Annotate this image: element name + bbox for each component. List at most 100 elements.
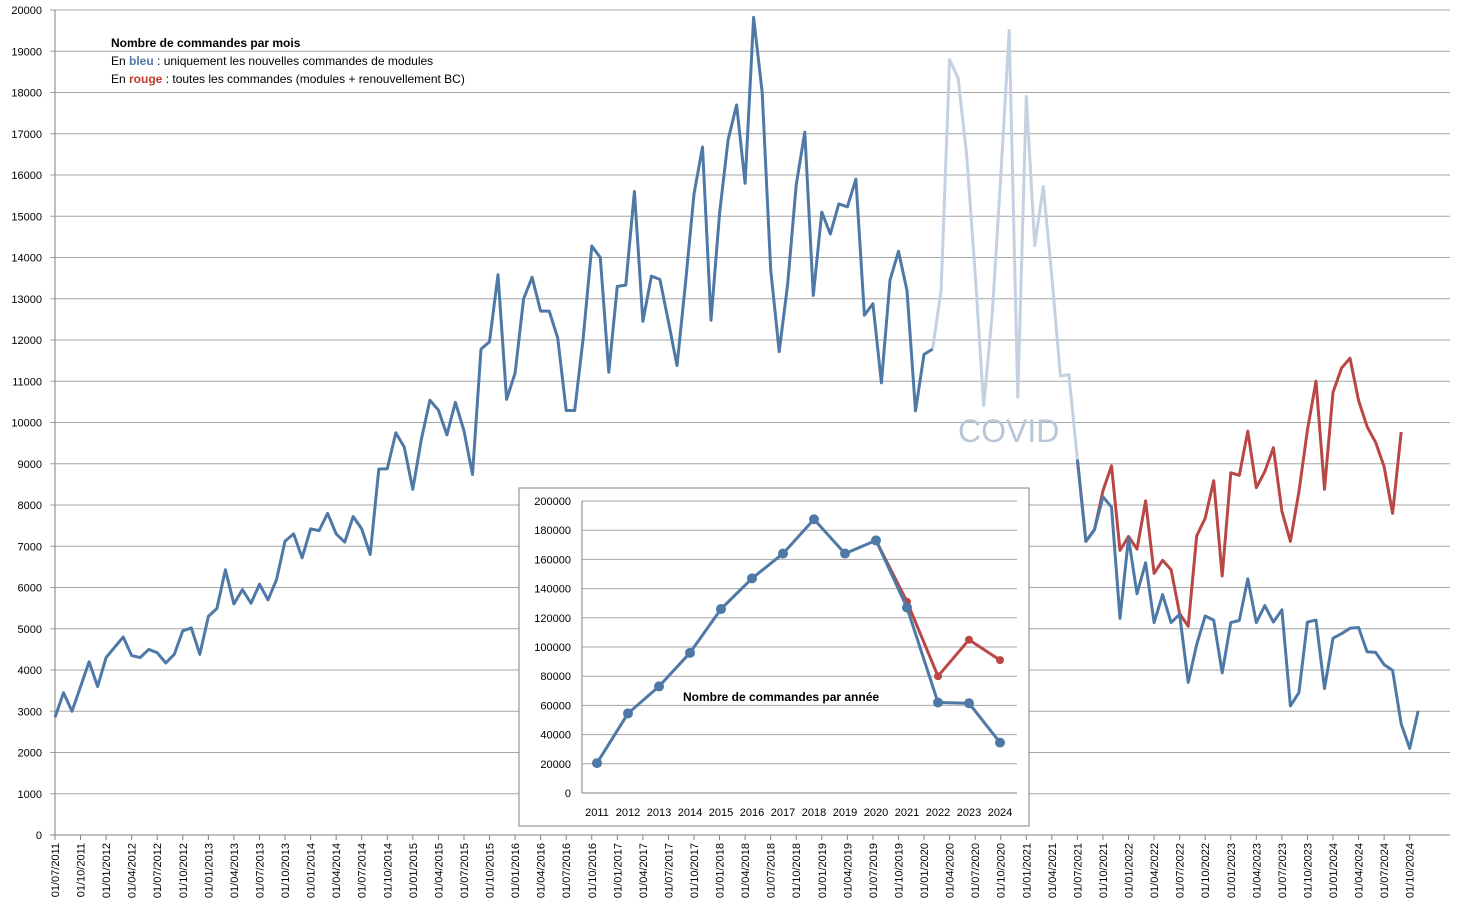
- main-y-tick-label: 1000: [18, 789, 42, 801]
- inset-rouge-point: [934, 672, 942, 681]
- inset-x-tick-label: 2013: [647, 807, 671, 819]
- inset-y-tick-label: 200000: [534, 496, 571, 508]
- inset-x-tick-label: 2016: [740, 807, 764, 819]
- main-x-tick-label: 01/01/2018: [715, 843, 727, 898]
- main-x-tick-label: 01/01/2015: [408, 843, 420, 898]
- main-x-tick-label: 01/10/2022: [1200, 843, 1212, 898]
- main-y-tick-label: 9000: [18, 459, 42, 471]
- main-x-tick-label: 01/07/2012: [152, 843, 164, 898]
- main-y-tick-label: 2000: [18, 748, 42, 760]
- main-y-tick-label: 11000: [12, 376, 42, 388]
- main-y-tick-label: 20000: [11, 5, 42, 17]
- inset-y-tick-label: 60000: [540, 700, 571, 712]
- main-x-tick-label: 01/07/2015: [459, 843, 471, 898]
- inset-frame: [518, 487, 1030, 827]
- inset-bleu-point: [995, 737, 1005, 748]
- main-x-tick-label: 01/01/2017: [612, 843, 624, 898]
- inset-x-tick-label: 2018: [802, 807, 826, 819]
- main-x-tick-label: 01/04/2017: [638, 843, 650, 898]
- legend-red-word: rouge: [129, 72, 163, 86]
- main-x-tick-label: 01/01/2012: [101, 843, 113, 898]
- main-x-tick-label: 01/10/2019: [893, 843, 905, 898]
- inset-x-tick-label: 2015: [709, 807, 733, 819]
- main-x-tick-label: 01/07/2014: [357, 843, 369, 898]
- legend-blue-prefix: En: [111, 54, 129, 68]
- main-x-tick-label: 01/10/2020: [996, 843, 1008, 898]
- inset-y-tick-label: 80000: [540, 671, 571, 683]
- main-x-tick-label: 01/04/2024: [1354, 843, 1366, 898]
- inset-bleu-point: [964, 698, 974, 709]
- inset-bleu-point: [654, 681, 664, 692]
- inset-y-tick-label: 140000: [534, 584, 571, 596]
- main-x-tick-label: 01/10/2018: [791, 843, 803, 898]
- main-y-tick-label: 15000: [11, 211, 42, 223]
- main-x-axis: 01/07/2011 01/10/2011 01/01/2012 01/04/2012…: [50, 835, 1417, 898]
- main-x-tick-label: 01/07/2023: [1277, 843, 1289, 898]
- legend-blue-word: bleu: [129, 54, 154, 68]
- main-x-tick-label: 01/07/2020: [970, 843, 982, 898]
- inset-bleu-point: [840, 548, 850, 559]
- main-x-tick-label: 01/07/2022: [1175, 843, 1187, 898]
- legend-red-line: En rouge : toutes les commandes (modules…: [111, 72, 465, 86]
- main-y-tick-label: 3000: [18, 706, 42, 718]
- inset-x-tick-label: 2012: [616, 807, 640, 819]
- inset-x-tick-label: 2020: [864, 807, 888, 819]
- main-x-tick-label: 01/01/2013: [203, 843, 215, 898]
- main-y-tick-label: 4000: [18, 665, 42, 677]
- inset-y-tick-label: 20000: [540, 759, 571, 771]
- inset-rouge-point: [965, 635, 973, 644]
- main-series-bleu-line: [53, 15, 934, 718]
- main-series-rouge-line: [1075, 356, 1403, 628]
- main-y-tick-label: 10000: [11, 418, 42, 430]
- inset-series: [592, 514, 1005, 769]
- inset-rouge-point: [996, 656, 1004, 665]
- main-y-tick-label: 8000: [18, 500, 42, 512]
- inset-bleu-point: [623, 708, 633, 719]
- inset-bleu-point: [778, 548, 788, 559]
- main-x-tick-label: 01/10/2014: [382, 843, 394, 898]
- yearly-inset-chart: 0 20000 40000 60000 80000 100000 120000 140000 1…: [518, 487, 1030, 827]
- legend: Nombre de commandes par mois En bleu : u…: [111, 36, 465, 86]
- inset-y-tick-label: 100000: [534, 642, 571, 654]
- inset-x-tick-label: 2019: [833, 807, 857, 819]
- main-y-tick-label: 13000: [11, 294, 42, 306]
- main-x-tick-label: 01/07/2011: [50, 843, 62, 897]
- inset-bleu-point: [933, 697, 943, 708]
- inset-x-tick-label: 2011: [585, 807, 609, 819]
- main-x-tick-label: 01/10/2013: [280, 843, 292, 898]
- main-y-tick-label: 12000: [11, 335, 42, 347]
- main-x-tick-label: 01/10/2021: [1098, 843, 1110, 898]
- main-x-tick-label: 01/01/2024: [1328, 843, 1340, 898]
- main-x-tick-label: 01/10/2015: [485, 843, 497, 898]
- inset-series-bleu-line: [595, 517, 1002, 764]
- inset-bleu-point: [685, 647, 695, 658]
- main-y-tick-label: 18000: [11, 88, 42, 100]
- main-x-tick-label: 01/01/2016: [510, 843, 522, 898]
- main-x-tick-label: 01/04/2020: [945, 843, 957, 898]
- inset-bleu-point: [716, 604, 726, 615]
- main-x-tick-label: 01/07/2021: [1072, 843, 1084, 898]
- main-x-tick-label: 01/04/2018: [740, 843, 752, 898]
- main-y-tick-label: 5000: [18, 624, 42, 636]
- inset-bleu-point: [902, 602, 912, 613]
- main-x-tick-label: 01/04/2021: [1047, 843, 1059, 898]
- main-y-tick-label: 0: [36, 830, 42, 842]
- main-series-covid-line: [931, 28, 1079, 460]
- main-x-tick-label: 01/07/2016: [561, 843, 573, 898]
- main-x-tick-label: 01/10/2016: [587, 843, 599, 898]
- main-y-tick-label: 6000: [18, 583, 42, 595]
- main-series: [53, 15, 1420, 750]
- main-x-tick-label: 01/04/2014: [331, 843, 343, 898]
- main-y-axis: 0 1000 2000 3000 4000 5000 6000 7000 8000 9000 100…: [11, 5, 56, 842]
- main-gridlines: [50, 9, 1450, 836]
- inset-y-tick-label: 0: [565, 788, 571, 800]
- main-x-tick-label: 01/07/2024: [1379, 843, 1391, 898]
- covid-annotation: COVID: [958, 413, 1059, 449]
- main-x-tick-label: 01/04/2013: [229, 843, 241, 898]
- main-x-tick-label: 01/10/2011: [76, 843, 88, 897]
- main-y-tick-label: 19000: [11, 46, 42, 58]
- inset-bleu-point: [809, 514, 819, 525]
- main-x-tick-label: 01/10/2012: [178, 843, 190, 898]
- main-x-tick-label: 01/04/2019: [842, 843, 854, 898]
